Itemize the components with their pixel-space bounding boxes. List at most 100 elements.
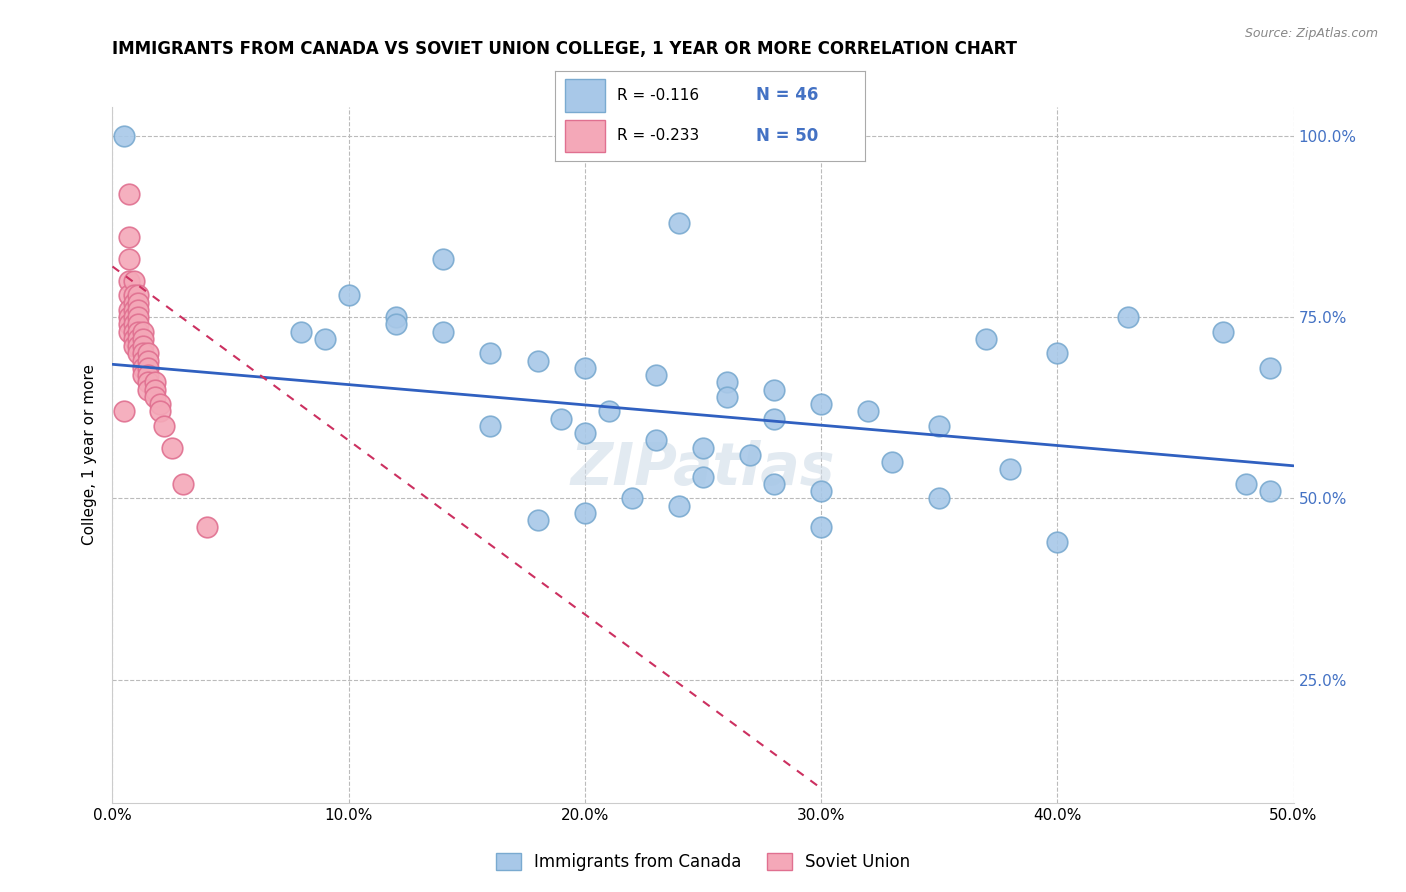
Point	[1258, 361, 1281, 376]
Point	[337, 288, 360, 302]
Point	[762, 411, 785, 425]
Text: R = -0.233: R = -0.233	[617, 128, 699, 143]
Point	[385, 318, 408, 332]
Point	[928, 491, 950, 506]
Text: N = 50: N = 50	[756, 127, 818, 145]
Point	[149, 397, 172, 411]
Point	[479, 346, 502, 360]
Text: Source: ZipAtlas.com: Source: ZipAtlas.com	[1244, 27, 1378, 40]
Point	[644, 368, 666, 383]
Point	[118, 318, 141, 332]
Point	[127, 295, 149, 310]
Point	[716, 376, 738, 390]
Point	[644, 434, 666, 448]
Point	[479, 419, 502, 434]
Point	[127, 325, 149, 339]
Point	[574, 361, 596, 376]
Point	[112, 129, 135, 144]
Point	[976, 332, 998, 346]
Point	[118, 252, 141, 267]
Point	[1116, 310, 1139, 325]
Point	[122, 303, 145, 318]
Point	[136, 353, 159, 368]
Point	[127, 318, 149, 332]
Point	[127, 288, 149, 302]
Point	[132, 325, 155, 339]
Point	[118, 230, 141, 244]
Point	[136, 383, 159, 397]
Point	[858, 404, 880, 418]
Point	[127, 303, 149, 318]
Point	[132, 368, 155, 383]
Bar	[565, 120, 605, 152]
Point	[290, 325, 312, 339]
Point	[762, 383, 785, 397]
Point	[762, 476, 785, 491]
Point	[526, 513, 548, 527]
Point	[118, 310, 141, 325]
Point	[122, 288, 145, 302]
Point	[621, 491, 644, 506]
Point	[385, 310, 408, 325]
Point	[118, 187, 141, 202]
Point	[810, 484, 832, 499]
Legend: Immigrants from Canada, Soviet Union: Immigrants from Canada, Soviet Union	[489, 847, 917, 878]
Point	[668, 499, 690, 513]
Point	[122, 274, 145, 288]
Point	[810, 397, 832, 411]
Point	[118, 274, 141, 288]
Text: N = 46: N = 46	[756, 87, 818, 104]
Point	[132, 332, 155, 346]
Point	[136, 346, 159, 360]
Point	[1234, 476, 1257, 491]
Point	[127, 310, 149, 325]
Point	[998, 462, 1021, 476]
Point	[132, 346, 155, 360]
Point	[143, 383, 166, 397]
Point	[810, 520, 832, 534]
Point	[1258, 484, 1281, 499]
Point	[122, 310, 145, 325]
Point	[122, 339, 145, 353]
Point	[574, 426, 596, 441]
Point	[122, 295, 145, 310]
Point	[160, 441, 183, 455]
Point	[880, 455, 903, 469]
Point	[172, 476, 194, 491]
Point	[432, 252, 454, 267]
Point	[127, 346, 149, 360]
Point	[432, 325, 454, 339]
Point	[149, 404, 172, 418]
Text: IMMIGRANTS FROM CANADA VS SOVIET UNION COLLEGE, 1 YEAR OR MORE CORRELATION CHART: IMMIGRANTS FROM CANADA VS SOVIET UNION C…	[112, 40, 1018, 58]
Y-axis label: College, 1 year or more: College, 1 year or more	[82, 365, 97, 545]
Point	[1046, 535, 1069, 549]
Point	[153, 419, 176, 434]
Point	[122, 318, 145, 332]
Point	[132, 353, 155, 368]
Point	[668, 216, 690, 230]
Point	[118, 325, 141, 339]
Point	[118, 303, 141, 318]
Point	[143, 390, 166, 404]
Point	[143, 376, 166, 390]
Point	[692, 469, 714, 483]
Point	[526, 353, 548, 368]
Point	[716, 390, 738, 404]
Bar	[565, 79, 605, 112]
Point	[740, 448, 762, 462]
Point	[127, 332, 149, 346]
Text: R = -0.116: R = -0.116	[617, 88, 699, 103]
Point	[195, 520, 218, 534]
Point	[132, 361, 155, 376]
Point	[1046, 346, 1069, 360]
Point	[112, 404, 135, 418]
Point	[692, 441, 714, 455]
Point	[132, 339, 155, 353]
Point	[127, 339, 149, 353]
Point	[314, 332, 336, 346]
Point	[1212, 325, 1234, 339]
Text: ZIPatlas: ZIPatlas	[571, 441, 835, 498]
Point	[928, 419, 950, 434]
Point	[550, 411, 572, 425]
Point	[574, 506, 596, 520]
